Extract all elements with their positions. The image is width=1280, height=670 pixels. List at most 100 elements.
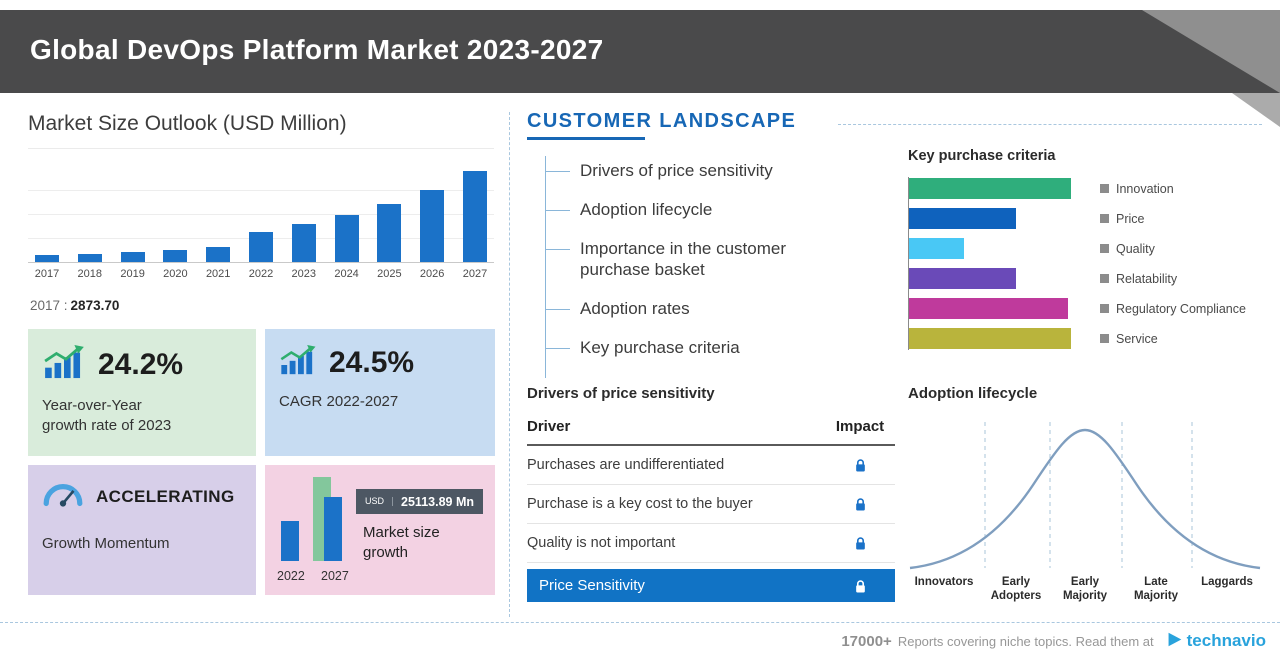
market-size-chart bbox=[28, 167, 494, 263]
x-tick-2027: 2027 bbox=[462, 268, 488, 280]
base-year-line: 2017 :2873.70 bbox=[30, 298, 494, 313]
legend-label: Quality bbox=[1116, 241, 1155, 256]
legend-item: Service bbox=[1100, 328, 1246, 349]
growth-label: Market size growth bbox=[363, 523, 468, 562]
page-title: Global DevOps Platform Market 2023-2027 bbox=[30, 34, 604, 65]
lock-icon bbox=[855, 579, 865, 592]
impact-cell bbox=[825, 496, 895, 512]
legend-swatch-icon bbox=[1100, 244, 1109, 253]
market-size-bar-slot bbox=[285, 167, 323, 262]
highlight-row-label: Price Sensitivity bbox=[539, 577, 645, 594]
adoption-stage-label: Laggards bbox=[1201, 576, 1253, 588]
yoy-label-line1: Year-over-Year bbox=[42, 397, 142, 414]
key-purchase-title: Key purchase criteria bbox=[908, 148, 1056, 164]
customer-landscape-item: Drivers of price sensitivity bbox=[546, 160, 845, 182]
impact-cell bbox=[825, 457, 895, 473]
market-size-bar-slot bbox=[328, 167, 366, 262]
footer-text: Reports covering niche topics. Read them… bbox=[897, 633, 1154, 649]
criteria-bar-regulatory-compliance bbox=[909, 298, 1068, 319]
driver-label: Quality is not important bbox=[527, 535, 676, 551]
market-size-bar-slot bbox=[156, 167, 194, 262]
market-growth-mini-chart: 2022 2027 bbox=[277, 473, 387, 585]
key-purchase-legend: Innovation Price Quality Relatability Regula… bbox=[1100, 177, 1246, 350]
lock-icon bbox=[855, 498, 865, 511]
market-outlook-section: Market Size Outlook (USD Million) 2017 20… bbox=[28, 112, 495, 595]
legend-item: Quality bbox=[1100, 238, 1246, 259]
yoy-label-line2: growth rate of 2023 bbox=[42, 416, 172, 434]
legend-label: Relatability bbox=[1116, 271, 1178, 286]
price-sensitivity-row: Quality is not important bbox=[527, 524, 895, 563]
price-sensitivity-highlight-row: Price Sensitivity bbox=[527, 569, 895, 602]
legend-swatch-icon bbox=[1100, 214, 1109, 223]
growth-bars-icon bbox=[279, 345, 317, 380]
growth-value-badge: USD 25113.89 Mn bbox=[356, 489, 483, 514]
market-size-bars bbox=[28, 167, 494, 262]
mini-year-end: 2027 bbox=[321, 569, 349, 583]
lock-icon bbox=[855, 459, 865, 472]
impact-column-header: Impact bbox=[835, 418, 885, 435]
criteria-bar-service bbox=[909, 328, 1071, 349]
market-size-bar-slot bbox=[199, 167, 237, 262]
technavio-logo-icon bbox=[1166, 631, 1183, 651]
criteria-bar-relatability bbox=[909, 268, 1016, 289]
yoy-growth-card: 24.2% Year-over-Year growth rate of 2023 bbox=[28, 329, 256, 456]
x-tick-2025: 2025 bbox=[377, 268, 402, 280]
mini-bar-2027 bbox=[324, 497, 342, 561]
legend-swatch-icon bbox=[1100, 184, 1109, 193]
market-size-bar-2022 bbox=[248, 232, 273, 262]
x-tick-2017: 2017 bbox=[34, 268, 60, 280]
yoy-label: Year-over-Year growth rate of 2023 bbox=[42, 396, 242, 436]
x-tick-2019: 2019 bbox=[120, 268, 145, 280]
customer-landscape-item: Importance in the customer purchase bask… bbox=[546, 238, 845, 282]
base-year-value: 2873.70 bbox=[70, 298, 120, 313]
report-count: 17000+ bbox=[841, 632, 892, 650]
legend-label: Innovation bbox=[1116, 181, 1174, 196]
x-tick-2026: 2026 bbox=[419, 268, 445, 280]
market-size-bar-2027 bbox=[462, 171, 487, 262]
base-year-label: 2017 : bbox=[30, 298, 68, 313]
criteria-bar-price bbox=[909, 208, 1016, 229]
footer: 17000+ Reports covering niche topics. Re… bbox=[841, 631, 1266, 651]
legend-label: Service bbox=[1116, 331, 1158, 346]
price-sensitivity-row: Purchases are undifferentiated bbox=[527, 446, 895, 485]
market-size-bar-slot bbox=[114, 167, 152, 262]
legend-swatch-icon bbox=[1100, 304, 1109, 313]
legend-label: Regulatory Compliance bbox=[1116, 301, 1246, 316]
price-sensitivity-rows: Purchases are undifferentiated Purchase i… bbox=[527, 446, 895, 563]
x-tick-2023: 2023 bbox=[291, 268, 317, 280]
impact-cell bbox=[825, 535, 895, 551]
price-sensitivity-block: Drivers of price sensitivity Driver Impa… bbox=[527, 385, 895, 602]
adoption-lifecycle-title: Adoption lifecycle bbox=[908, 385, 1038, 402]
legend-item: Relatability bbox=[1100, 268, 1246, 289]
market-size-bar-2018 bbox=[77, 254, 102, 262]
adoption-stage-label: Early Majority bbox=[1062, 576, 1108, 602]
customer-landscape-list: Drivers of price sensitivity Adoption lif… bbox=[545, 156, 845, 378]
cagr-label: CAGR 2022-2027 bbox=[279, 393, 399, 410]
vertical-divider bbox=[509, 112, 510, 617]
legend-swatch-icon bbox=[1100, 274, 1109, 283]
adoption-curve bbox=[909, 422, 1261, 570]
header-banner: Global DevOps Platform Market 2023-2027 bbox=[0, 10, 1280, 127]
market-size-bar-2025 bbox=[377, 204, 402, 262]
title-underline bbox=[527, 137, 645, 140]
legend-swatch-icon bbox=[1100, 334, 1109, 343]
adoption-stage-label: Early Adopters bbox=[990, 576, 1042, 602]
cagr-value: 24.5% bbox=[329, 345, 415, 379]
market-size-bar-slot bbox=[28, 167, 66, 262]
key-purchase-criteria-block: Key purchase criteria Innovation Price Qua… bbox=[908, 148, 1262, 350]
legend-item: Innovation bbox=[1100, 178, 1246, 199]
mini-year-start: 2022 bbox=[277, 569, 305, 583]
market-size-bar-2023 bbox=[291, 224, 316, 262]
market-size-xlabels: 2017 2018 2019 2020 2021 2022 2023 2024 2025 2026… bbox=[28, 268, 494, 280]
technavio-logo-link[interactable]: technavio bbox=[1166, 631, 1266, 651]
customer-landscape-item: Key purchase criteria bbox=[546, 337, 845, 359]
legend-label: Price bbox=[1116, 211, 1145, 226]
adoption-stage-label: Late Majority bbox=[1133, 576, 1179, 602]
cagr-card: 24.5% CAGR 2022-2027 bbox=[265, 329, 495, 456]
badge-value: 25113.89 Mn bbox=[401, 494, 474, 509]
market-size-bar-2020 bbox=[163, 250, 188, 262]
horizontal-dashed-line bbox=[838, 124, 1262, 125]
driver-column-header: Driver bbox=[527, 418, 571, 435]
stat-cards: 24.2% Year-over-Year growth rate of 2023 bbox=[28, 329, 495, 595]
price-sensitivity-row: Purchase is a key cost to the buyer bbox=[527, 485, 895, 524]
